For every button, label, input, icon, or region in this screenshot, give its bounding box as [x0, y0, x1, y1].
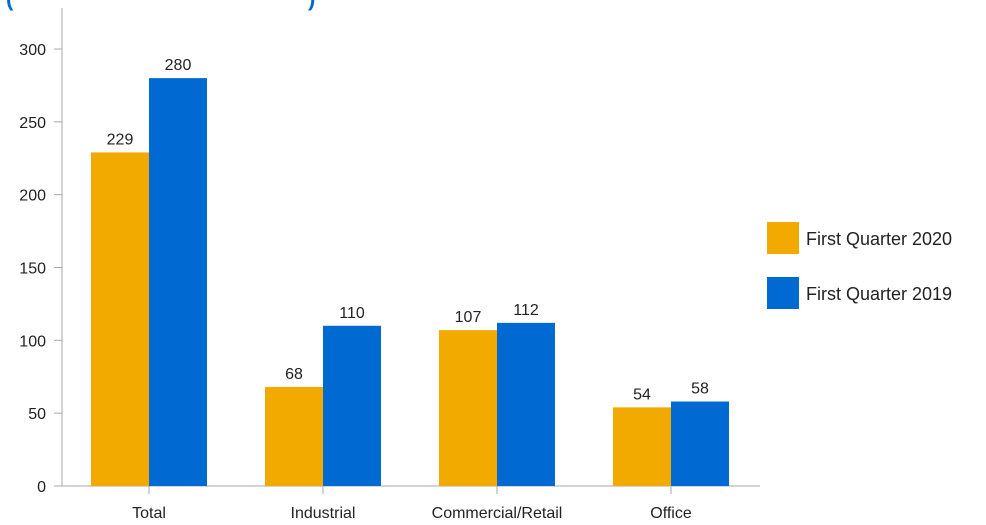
data-label: 58	[691, 381, 709, 398]
x-category-label: Industrial	[291, 505, 356, 522]
legend-swatch	[767, 277, 799, 309]
data-label: 280	[165, 57, 192, 74]
legend-label: First Quarter 2020	[806, 229, 952, 249]
data-label: 54	[633, 386, 651, 403]
bar	[149, 78, 207, 486]
y-tick-label: 50	[28, 406, 46, 423]
bar	[497, 322, 555, 486]
y-tick-label: 150	[19, 261, 46, 278]
data-label: 112	[513, 302, 539, 319]
chart-title-open-paren: (	[6, 0, 14, 11]
data-label: 110	[339, 305, 365, 322]
bar	[671, 401, 729, 486]
data-label: 68	[285, 366, 303, 383]
y-tick-label: 300	[19, 42, 46, 59]
y-tick-label: 250	[19, 115, 46, 132]
bar	[439, 330, 497, 486]
legend: First Quarter 2020 First Quarter 2019	[767, 222, 952, 309]
x-category-label: Commercial/Retail	[432, 505, 563, 522]
bars	[91, 78, 729, 486]
x-category-label: Office	[650, 505, 692, 522]
legend-swatch	[767, 222, 799, 254]
chart-title-close-paren: )	[308, 0, 315, 11]
bar	[91, 152, 149, 486]
x-category-label: Total	[132, 505, 166, 522]
bar	[323, 325, 381, 486]
data-labels: 229 280 68 110 107 112 54 58	[107, 57, 709, 403]
bar	[613, 407, 671, 486]
x-axis: Total Industrial Commercial/Retail Office	[62, 485, 760, 522]
y-tick-label: 100	[19, 333, 46, 350]
legend-label: First Quarter 2019	[806, 284, 952, 304]
bar	[265, 386, 323, 486]
data-label: 229	[107, 131, 134, 148]
data-label: 107	[455, 309, 482, 326]
y-tick-label: 200	[19, 188, 46, 205]
y-axis: 0 50 100 150 200 250 300	[19, 8, 63, 496]
y-tick-label: 0	[37, 479, 46, 496]
